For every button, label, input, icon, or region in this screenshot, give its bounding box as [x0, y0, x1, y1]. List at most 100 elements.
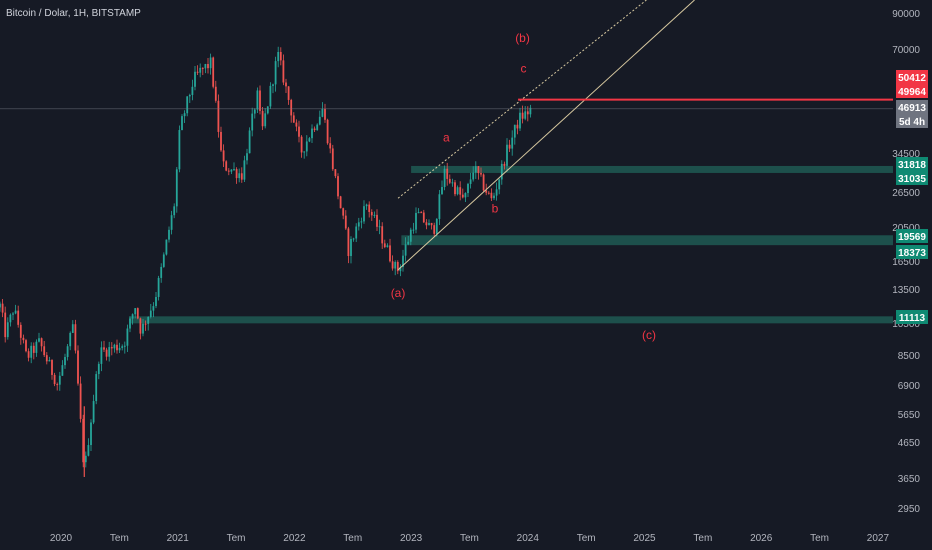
candle-body — [134, 308, 137, 315]
y-tick-label: 34500 — [892, 149, 920, 160]
candle-body — [233, 169, 235, 171]
badge-18373-bg — [896, 245, 928, 259]
candle-body — [295, 122, 298, 127]
candle-body — [222, 150, 225, 162]
candle-body — [506, 144, 508, 166]
candle-body — [391, 261, 394, 269]
candle-body — [160, 266, 163, 278]
candle-body — [56, 384, 59, 386]
candle-body — [498, 179, 501, 190]
candle-body — [45, 355, 48, 362]
candle-body — [191, 86, 194, 95]
candle-body — [321, 108, 324, 117]
candle-body — [347, 228, 350, 257]
candle-body — [25, 340, 27, 352]
candle-body — [183, 113, 186, 117]
candle-body — [186, 96, 189, 114]
candle-body — [344, 215, 347, 229]
candle-body — [493, 195, 495, 199]
candle-body — [477, 166, 480, 174]
candle-body — [71, 324, 74, 333]
candle-body — [251, 113, 254, 131]
support-zone[interactable] — [401, 235, 893, 246]
candle-body — [194, 71, 196, 87]
candle-body — [521, 112, 524, 119]
candle-body — [303, 151, 306, 153]
candle-body — [277, 51, 280, 62]
candle-body — [61, 365, 64, 376]
support-zone[interactable] — [411, 165, 893, 173]
candle-body — [487, 192, 490, 194]
wave-labels: (b) c a b (a) (c) — [391, 31, 656, 342]
candle-body — [131, 314, 134, 319]
candle-body — [27, 351, 30, 358]
candle-body — [214, 86, 217, 101]
candle-body — [66, 346, 69, 358]
candles — [0, 46, 532, 477]
candle-body — [469, 179, 472, 184]
candle-body — [290, 99, 293, 116]
candle-body — [357, 222, 360, 227]
candle-body — [264, 113, 267, 127]
candle-body — [181, 116, 183, 131]
candle-body — [485, 190, 488, 193]
x-tick-label: Tem — [693, 533, 712, 544]
x-tick-label: 2023 — [400, 533, 423, 544]
y-tick-label: 26500 — [892, 188, 920, 199]
candle-body — [173, 206, 176, 216]
candle-body — [58, 375, 61, 385]
candle-body — [170, 215, 173, 230]
candle-body — [435, 218, 438, 234]
badge-18373: 18373 — [898, 248, 926, 259]
candle-body — [511, 137, 514, 149]
candle-body — [396, 261, 399, 272]
y-tick-label: 10500 — [892, 319, 920, 330]
candle-body — [51, 360, 53, 375]
x-tick-label: 2026 — [750, 533, 773, 544]
candle-body — [149, 310, 152, 317]
wave-label: (c) — [642, 328, 656, 342]
candle-body — [503, 163, 506, 166]
channel-upper-line[interactable] — [397, 0, 647, 199]
candle-body — [433, 225, 436, 234]
candle-body — [246, 153, 248, 161]
badge-countdown: 5d 4h — [899, 117, 925, 128]
candle-body — [9, 314, 12, 323]
badge-31818: 31818 — [898, 160, 926, 171]
x-tick-label: 2025 — [633, 533, 656, 544]
candle-body — [0, 303, 1, 308]
candle-body — [513, 124, 516, 138]
candle-body — [165, 239, 168, 255]
candle-body — [168, 229, 170, 240]
candle-body — [261, 110, 264, 127]
candle-body — [30, 345, 33, 358]
candle-body — [38, 338, 40, 342]
support-zone[interactable] — [129, 316, 893, 324]
candle-body — [22, 337, 25, 341]
y-tick-label: 4650 — [898, 438, 921, 449]
candle-body — [84, 455, 87, 463]
candle-body — [144, 323, 147, 325]
candle-body — [220, 131, 222, 151]
candle-body — [40, 338, 43, 347]
candle-body — [243, 160, 246, 180]
time-axis[interactable]: 2020 Tem 2021 Tem 2022 Tem 2023 Tem 2024 Tem 2025 T… — [50, 533, 890, 544]
candle-body — [402, 255, 404, 267]
candle-body — [461, 194, 464, 198]
candle-body — [77, 350, 79, 384]
badge-31818-bg — [896, 157, 928, 171]
y-tick-label: 2950 — [898, 504, 921, 515]
y-tick-label: 3650 — [898, 474, 921, 485]
badge-countdown-bg — [896, 114, 928, 128]
channel-lower-line[interactable] — [397, 0, 695, 271]
candle-body — [355, 226, 358, 239]
y-tick-label: 16500 — [892, 257, 920, 268]
candle-body — [383, 243, 386, 248]
price-axis[interactable]: 90000 70000 34500 26500 20500 16500 13500 10500… — [892, 9, 920, 515]
candle-body — [360, 221, 363, 223]
wave-label: b — [492, 201, 499, 215]
badge-31035-bg — [896, 171, 928, 185]
candle-body — [14, 310, 17, 314]
candle-body — [32, 345, 35, 353]
